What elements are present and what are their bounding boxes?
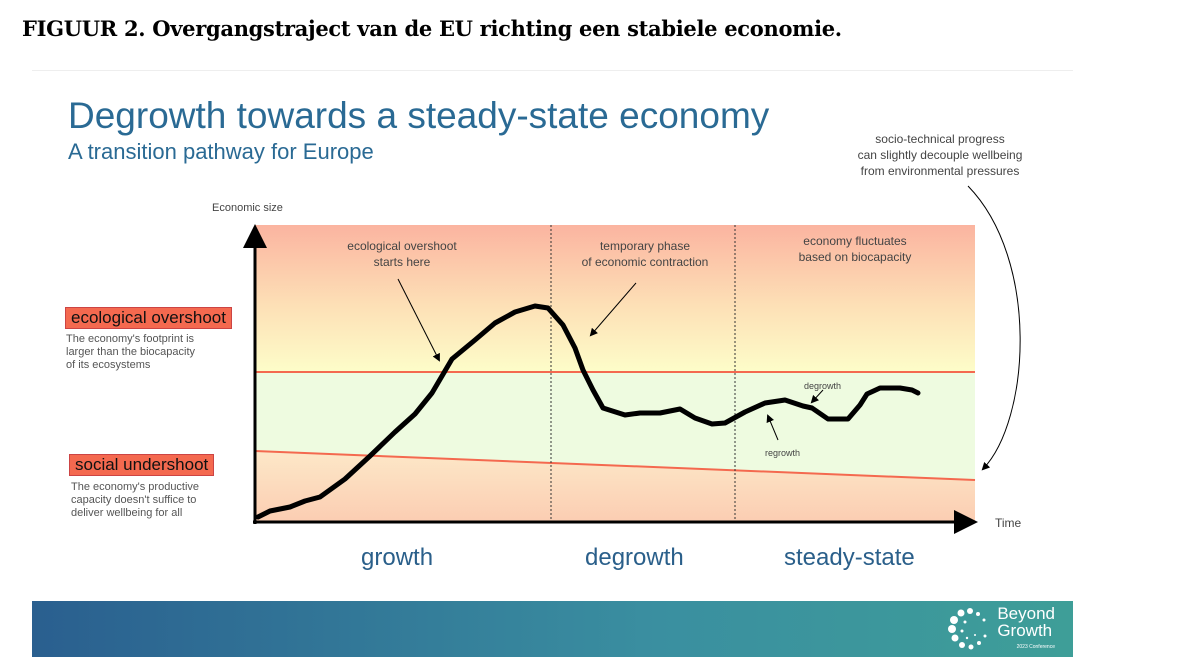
- undershoot-tag: social undershoot: [69, 454, 215, 476]
- arrow-decouple: [967, 185, 1021, 471]
- label-regrowth: regrowth: [765, 448, 801, 458]
- arrow-overshoot-start: [397, 278, 440, 362]
- phase-growth: growth: [361, 544, 434, 571]
- divider: [32, 70, 1073, 71]
- overshoot-zone: [255, 225, 975, 372]
- undershoot-zone: [255, 451, 975, 522]
- logo-dots-icon: [948, 608, 987, 650]
- annotation-contraction: temporary phase of economic contraction: [581, 239, 709, 269]
- safe-zone: [255, 372, 975, 480]
- undershoot-desc: The economy's productive capacity doesn't…: [71, 481, 200, 519]
- phase-steady-state: steady-state: [784, 544, 915, 571]
- footer-banner: Beyond Growth 2023 Conference: [32, 601, 1073, 657]
- x-axis-label: Time: [995, 516, 1022, 530]
- annotation-overshoot-start: ecological overshoot starts here: [347, 239, 457, 269]
- arrow-contraction: [589, 282, 637, 337]
- annotation-fluctuates: economy fluctuates based on biocapacity: [798, 234, 912, 264]
- arrow-degrowth: [810, 389, 824, 404]
- overshoot-tag: ecological overshoot: [65, 307, 232, 329]
- y-axis-label: Economic size: [212, 202, 283, 214]
- logo-text: Beyond Growth 2023 Conference: [997, 604, 1055, 650]
- slide-title: Degrowth towards a steady-state economy: [68, 95, 770, 136]
- overshoot-desc: The economy's footprint is larger than th…: [66, 333, 196, 371]
- label-degrowth: degrowth: [804, 381, 842, 391]
- phase-degrowth: degrowth: [585, 544, 684, 571]
- undershoot-line: [254, 450, 976, 481]
- figure-title: FIGUUR 2. Overgangstraject van de EU ric…: [22, 16, 842, 41]
- annotation-decouple: socio-technical progress can slightly dec…: [857, 132, 1023, 178]
- slide-subtitle: A transition pathway for Europe: [68, 139, 374, 164]
- arrow-regrowth: [766, 414, 779, 441]
- economy-curve: [255, 303, 921, 520]
